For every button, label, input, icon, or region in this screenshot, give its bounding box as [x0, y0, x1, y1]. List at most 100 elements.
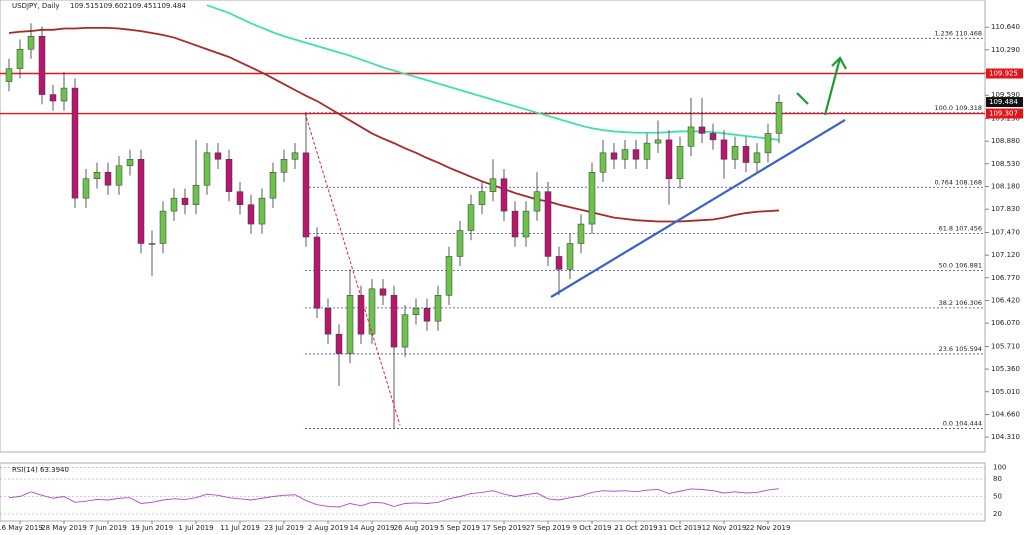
candle-body	[764, 133, 772, 154]
candle-body	[170, 197, 178, 212]
candle-body	[599, 152, 607, 173]
header-value: 109.484	[157, 2, 186, 10]
candle-body	[247, 204, 255, 225]
y-tick-label: 107.470	[991, 228, 1020, 236]
x-tick-label: 7 Jun 2019	[89, 524, 127, 532]
fib-label: 23.6 105.594	[939, 345, 982, 353]
candle-body	[665, 139, 673, 179]
candle-body	[181, 197, 189, 205]
candle-body	[71, 87, 79, 199]
candle-body	[368, 288, 376, 335]
candle-body	[203, 152, 211, 186]
level-tag	[986, 68, 1023, 79]
candle-body	[148, 243, 156, 245]
candle-body	[258, 197, 266, 225]
y-tick-label: 106.070	[991, 319, 1020, 327]
fib-label: 38.2 106.306	[939, 299, 982, 307]
candle-body	[27, 36, 35, 50]
candle-body	[412, 307, 420, 315]
x-tick-label: 27 Sep 2019	[526, 524, 570, 532]
candle-body	[159, 210, 167, 244]
y-tick-label: 107.830	[991, 205, 1020, 213]
x-tick-label: 17 Sep 2019	[482, 524, 526, 532]
candle-body	[467, 204, 475, 231]
moving-average	[206, 4, 780, 141]
candle-body	[302, 152, 310, 238]
candle-body	[269, 172, 277, 199]
x-tick-label: 12 Nov 2019	[702, 524, 747, 532]
level-tag-label: 109.925	[989, 69, 1018, 77]
candle-body	[687, 126, 695, 147]
candle-body	[236, 191, 244, 205]
level-tag-label: 109.307	[989, 110, 1018, 118]
y-tick-label: 106.770	[991, 274, 1020, 282]
header-value: 109.602	[99, 2, 128, 10]
x-tick-label: 31 Oct 2019	[658, 524, 701, 532]
x-tick-label: 14 Aug 2019	[350, 524, 395, 532]
arrow-down	[796, 92, 809, 105]
x-tick-label: 23 Jul 2019	[264, 524, 304, 532]
x-tick-label: 9 Oct 2019	[573, 524, 612, 532]
candle-body	[533, 191, 541, 212]
x-tick-label: 19 Jun 2019	[131, 524, 173, 532]
candle-body	[137, 159, 145, 244]
y-tick-label: 108.180	[991, 182, 1020, 190]
y-tick-label: 109.590	[991, 91, 1020, 99]
y-tick-label: 110.290	[991, 46, 1020, 54]
x-tick-label: 2 Aug 2019	[308, 524, 348, 532]
candle-body	[522, 210, 530, 238]
y-tick-label: 105.710	[991, 342, 1020, 350]
y-tick-label: 108.530	[991, 160, 1020, 168]
moving-average	[8, 26, 780, 223]
candle-body	[423, 307, 431, 322]
candle-body	[335, 333, 343, 354]
y-tick-label: 108.880	[991, 137, 1020, 145]
header-value: 109.515	[70, 2, 99, 10]
candle-body	[280, 159, 288, 173]
candle-body	[720, 139, 728, 160]
candle-body	[82, 178, 90, 199]
candle-body	[632, 149, 640, 160]
x-tick-label: 11 Jul 2019	[220, 524, 260, 532]
candle-body	[742, 146, 750, 163]
candle-body	[489, 178, 497, 192]
x-tick-label: 5 Sep 2019	[440, 524, 480, 532]
fib-label: 100.0 109.318	[934, 104, 982, 112]
candle-body	[544, 191, 552, 257]
rsi-line	[8, 488, 780, 508]
swing-line	[304, 112, 401, 426]
trendline	[550, 119, 846, 298]
x-tick-label: 28 May 2019	[41, 524, 87, 532]
candle-body	[731, 146, 739, 160]
fib-label: 61.8 107.456	[939, 224, 982, 232]
candle-body	[49, 94, 57, 102]
candle-body	[379, 288, 387, 296]
candle-body	[225, 159, 233, 192]
candle-body	[214, 152, 222, 160]
candle-body	[324, 307, 332, 335]
candle-body	[445, 256, 453, 296]
candle-body	[709, 133, 717, 141]
candle-body	[104, 172, 112, 186]
y-tick-label: 104.310	[991, 433, 1020, 441]
rsi-tick-label: 20	[993, 510, 1002, 518]
fib-label: 0.0 104.444	[943, 419, 982, 427]
candle-body	[93, 172, 101, 179]
fib-label: 0.764 108.168	[934, 178, 982, 186]
y-tick-label: 106.420	[991, 296, 1020, 304]
x-tick-label: 21 Oct 2019	[614, 524, 657, 532]
header-value: 109.451	[128, 2, 157, 10]
fib-label: 1.236 110.468	[934, 29, 982, 37]
candle-body	[566, 243, 574, 270]
candle-body	[676, 146, 684, 179]
candle-body	[643, 142, 651, 160]
candle-body	[753, 152, 761, 163]
candle-body	[38, 36, 46, 95]
candle-body	[126, 159, 134, 167]
candle-body	[390, 295, 398, 348]
y-tick-label: 104.660	[991, 410, 1020, 418]
candle-body	[115, 165, 123, 186]
level-tag	[986, 108, 1023, 119]
rsi-panel	[0, 462, 986, 522]
